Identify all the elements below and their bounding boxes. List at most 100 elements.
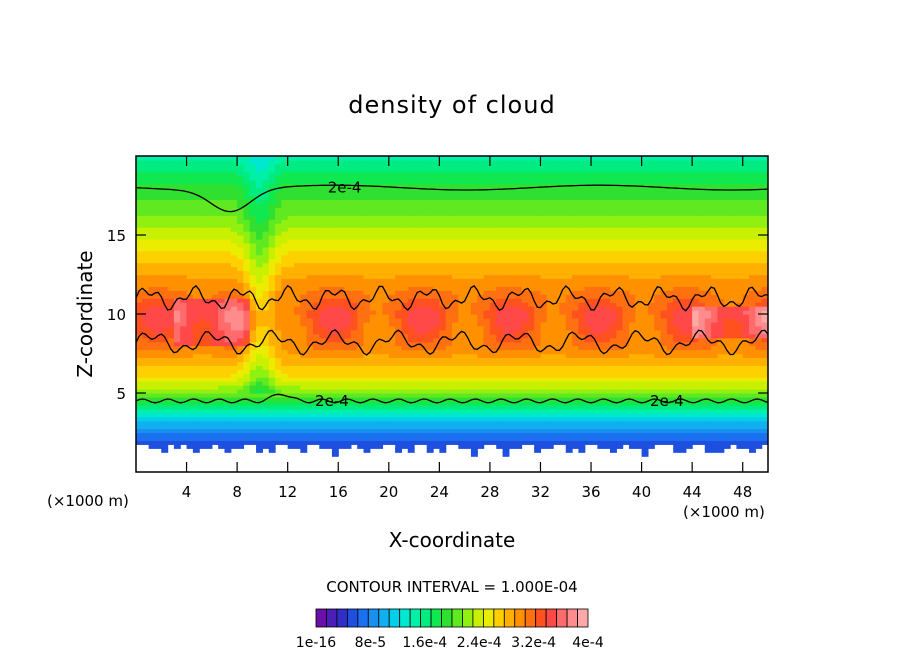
density-cell: [433, 416, 440, 422]
density-cell: [154, 314, 162, 319]
density-cell: [306, 373, 314, 378]
density-cell: [363, 381, 371, 386]
density-cell: [243, 404, 251, 410]
density-cell: [154, 227, 162, 232]
density-cell: [237, 389, 245, 394]
density-cell: [426, 349, 434, 355]
density-cell: [395, 286, 403, 291]
density-cell: [489, 373, 497, 378]
density-cell: [363, 238, 371, 244]
density-cell: [407, 353, 415, 359]
density-cell: [534, 365, 542, 370]
density-cell: [287, 231, 295, 236]
density-cell: [148, 270, 156, 276]
density-cell: [357, 223, 365, 228]
density-cell: [262, 349, 270, 355]
density-cell: [136, 341, 143, 347]
density-cell: [534, 179, 542, 185]
density-cell: [534, 333, 542, 339]
density-cell: [331, 223, 339, 228]
density-cell: [357, 337, 365, 343]
density-cell: [186, 219, 194, 224]
density-cell: [521, 270, 529, 276]
density-cell: [319, 235, 327, 240]
density-cell: [268, 238, 276, 244]
density-cell: [306, 345, 314, 351]
density-cell: [559, 416, 567, 422]
density-cell: [553, 428, 561, 434]
density-cell: [382, 314, 390, 319]
density-cell: [369, 199, 377, 204]
density-cell: [483, 286, 491, 291]
density-cell: [161, 381, 169, 386]
density-cell: [420, 349, 428, 355]
density-cell: [180, 325, 188, 331]
density-cell: [508, 314, 516, 319]
density-cell: [445, 416, 453, 422]
density-cell: [312, 223, 320, 228]
density-cell: [275, 191, 282, 197]
density-cell: [148, 258, 156, 264]
density-cell: [508, 231, 516, 236]
density-cell: [205, 179, 213, 185]
density-cell: [426, 428, 434, 434]
density-cell: [256, 436, 263, 441]
density-cell: [395, 231, 403, 236]
density-cell: [439, 314, 447, 319]
density-cell: [407, 440, 415, 445]
density-cell: [230, 215, 238, 220]
density-cell: [489, 420, 497, 426]
density-cell: [325, 404, 333, 410]
density-cell: [243, 191, 251, 197]
density-cell: [540, 361, 548, 366]
density-cell: [173, 377, 181, 382]
density-cell: [546, 333, 554, 339]
density-cell: [433, 424, 440, 430]
density-cell: [180, 353, 188, 359]
density-cell: [515, 274, 523, 280]
density-cell: [180, 215, 188, 220]
density-cell: [508, 262, 516, 268]
density-cell: [407, 211, 415, 216]
density-cell: [553, 373, 561, 378]
density-cell: [319, 361, 327, 366]
density-cell: [502, 171, 510, 177]
density-cell: [300, 231, 308, 236]
density-cell: [211, 187, 219, 193]
density-cell: [407, 167, 415, 173]
density-cell: [306, 321, 314, 327]
density-cell: [148, 171, 156, 177]
density-cell: [470, 365, 478, 370]
density-cell: [230, 353, 238, 359]
density-cell: [369, 270, 377, 276]
density-cell: [205, 325, 213, 331]
density-cell: [420, 404, 428, 410]
density-cell: [161, 341, 169, 347]
density-cell: [262, 286, 270, 291]
density-cell: [275, 408, 282, 414]
density-cell: [433, 321, 440, 327]
density-cell: [439, 345, 447, 351]
density-cell: [173, 365, 181, 370]
density-cell: [502, 262, 510, 268]
density-cell: [445, 310, 453, 315]
density-cell: [464, 159, 472, 165]
density-cell: [395, 329, 403, 335]
density-cell: [230, 393, 238, 398]
density-cell: [350, 159, 358, 165]
density-cell: [540, 199, 548, 204]
density-cell: [439, 408, 447, 414]
density-cell: [464, 353, 472, 359]
density-cell: [243, 400, 251, 406]
density-cell: [515, 314, 523, 319]
density-cell: [154, 393, 162, 398]
density-cell: [218, 381, 226, 386]
density-cell: [445, 211, 453, 216]
density-cell: [420, 231, 428, 236]
density-cell: [319, 254, 327, 260]
density-cell: [237, 325, 245, 331]
density-cell: [161, 211, 169, 216]
density-cell: [224, 404, 232, 410]
density-cell: [546, 179, 554, 185]
density-cell: [262, 377, 270, 382]
